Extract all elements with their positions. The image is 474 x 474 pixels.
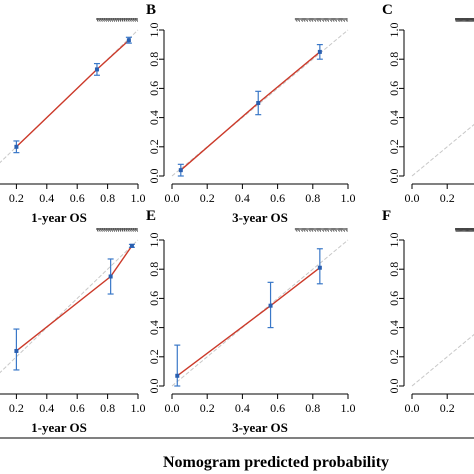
panel-e: E 0.0 0.2 0.4 0.6 0.8 1.0 0.0 0.2 0.4 0.6 0.8 1.0 3-y…	[146, 208, 356, 435]
panel-letter-b: B	[146, 2, 156, 18]
x-tick-label: 0.8	[100, 191, 115, 205]
y-tick-label: 1.0	[387, 23, 401, 38]
x-tick-label: 0.4	[39, 401, 54, 415]
x-tick-label: 1.0	[131, 191, 146, 205]
data-point	[178, 168, 183, 173]
x-tick-label: 0.2	[9, 191, 24, 205]
x-tick-label: 0.0	[165, 191, 180, 205]
x-tick-label: 0.2	[440, 191, 455, 205]
y-tick-label: 0.2	[387, 139, 401, 154]
y-tick-label: 0.8	[147, 262, 161, 277]
rug-marks	[455, 18, 474, 22]
data-point	[129, 243, 134, 248]
y-tick-label: 0.4	[147, 110, 161, 125]
x-tick-label: 0.2	[9, 401, 24, 415]
x-tick-label: 0.2	[440, 401, 455, 415]
x-tick-label: 1.0	[341, 401, 356, 415]
y-tick-label: 0.6	[147, 81, 161, 96]
x-tick-label: 0.0	[405, 401, 420, 415]
x-tick-label: 0.8	[305, 401, 320, 415]
y-tick-label: 0.4	[147, 320, 161, 335]
y-tick-label: 1.0	[147, 23, 161, 38]
x-tick-label: 0.0	[165, 401, 180, 415]
x-axis-title: 1-year OS	[31, 210, 87, 225]
data-point	[175, 373, 180, 378]
common-x-axis-label: Nomogram predicted probability	[163, 454, 389, 471]
data-point	[94, 67, 99, 72]
x-tick-label: 0.2	[200, 401, 215, 415]
data-point	[108, 274, 113, 279]
data-point	[126, 38, 131, 43]
panels: 0.2 0.4 0.6 0.8 1.0 1-year OS B 0.0 0.2 0.4 0.6 0.8…	[0, 2, 474, 435]
y-tick-label: 0.0	[387, 169, 401, 184]
x-tick-label: 0.4	[235, 401, 250, 415]
calibration-line	[15, 39, 130, 148]
ideal-reference-line	[411, 123, 474, 177]
data-point	[317, 265, 322, 270]
y-tick-label: 0.8	[387, 52, 401, 67]
y-tick-label: 0.2	[387, 349, 401, 364]
x-tick-label: 0.6	[270, 191, 285, 205]
calibration-line	[180, 51, 321, 171]
x-tick-label: 0.6	[70, 401, 85, 415]
x-tick-label: 0.4	[39, 191, 54, 205]
x-tick-label: 0.4	[235, 191, 250, 205]
y-tick-label: 0.4	[387, 110, 401, 125]
panel-letter-c: C	[382, 2, 393, 18]
y-tick-label: 1.0	[387, 233, 401, 248]
y-tick-label: 0.6	[387, 81, 401, 96]
x-tick-label: 1.0	[341, 191, 356, 205]
panel-letter-f: F	[382, 208, 391, 224]
panel-b: B 0.0 0.2 0.4 0.6 0.8 1.0 0.0 0.2 0.4 0.6 0.8 1.0 3-y…	[146, 2, 356, 225]
data-point	[14, 348, 19, 353]
rug-marks	[294, 18, 348, 22]
panel-d: 0.2 0.4 0.6 0.8 1.0 1-year OS	[0, 228, 146, 435]
y-tick-label: 0.6	[147, 291, 161, 306]
panel-c: C 0.0 0.2 0.0 0.2 0.4 0.6 0.8 1.0	[382, 2, 474, 205]
data-point	[268, 303, 273, 308]
rug-marks	[96, 18, 138, 22]
ideal-reference-line	[0, 29, 139, 164]
data-point	[14, 144, 19, 149]
x-tick-label: 0.6	[70, 191, 85, 205]
rug-marks	[294, 228, 348, 232]
y-tick-label: 0.0	[147, 169, 161, 184]
y-tick-label: 0.6	[387, 291, 401, 306]
y-tick-label: 0.8	[147, 52, 161, 67]
panel-f: F 0.0 0.2 0.0 0.2 0.4 0.6 0.8 1.0	[382, 208, 474, 415]
y-tick-label: 0.2	[147, 139, 161, 154]
x-tick-label: 0.2	[200, 191, 215, 205]
x-tick-label: 0.6	[270, 401, 285, 415]
y-tick-label: 0.0	[387, 379, 401, 394]
x-tick-label: 1.0	[131, 401, 146, 415]
panel-a: 0.2 0.4 0.6 0.8 1.0 1-year OS	[0, 18, 146, 225]
calibration-line	[176, 267, 321, 377]
rug-marks	[455, 228, 474, 232]
y-tick-label: 0.8	[387, 262, 401, 277]
x-tick-label: 0.8	[100, 401, 115, 415]
panel-letter-e: E	[146, 208, 156, 224]
data-point	[317, 49, 322, 54]
x-axis-title: 3-year OS	[232, 210, 288, 225]
x-tick-label: 0.8	[305, 191, 320, 205]
x-tick-label: 0.0	[405, 191, 420, 205]
y-tick-label: 0.2	[147, 349, 161, 364]
y-tick-label: 1.0	[147, 233, 161, 248]
ideal-reference-line	[0, 239, 139, 374]
calibration-line	[15, 245, 133, 352]
x-axis-title: 1-year OS	[31, 420, 87, 435]
data-point	[256, 101, 261, 105]
rug-marks	[96, 228, 138, 232]
y-tick-label: 0.4	[387, 320, 401, 335]
x-axis-title: 3-year OS	[232, 420, 288, 435]
y-tick-label: 0.0	[147, 379, 161, 394]
ideal-reference-line	[411, 333, 474, 387]
